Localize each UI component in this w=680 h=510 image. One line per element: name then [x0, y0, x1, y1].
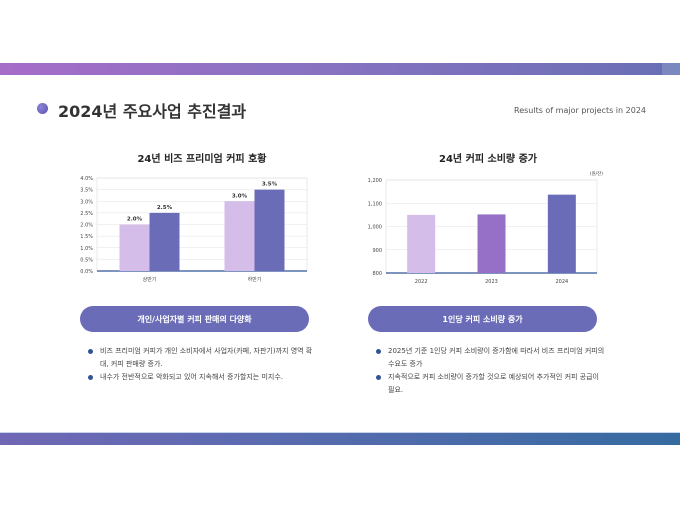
chart1-title: 24년 비즈 프리미엄 커피 호황	[137, 154, 267, 165]
bar	[547, 194, 576, 273]
list-item: 비즈 프리미엄 커피가 개인 소비자에서 사업자(카페, 자판기)까지 영역 확…	[88, 345, 318, 371]
data-label: 3.5%	[262, 182, 278, 188]
right-section-pill: 1인당 커피 소비량 증가	[368, 306, 597, 332]
y-tick-label: 3.0%	[80, 199, 93, 205]
bar	[407, 214, 436, 273]
x-tick-label: 2023	[485, 279, 498, 285]
y-tick-label: 2.0%	[80, 223, 93, 229]
x-tick-label: 2022	[415, 279, 428, 285]
page-title: 2024년 주요사업 추진결과	[58, 102, 247, 121]
bar	[224, 201, 255, 271]
bar	[149, 212, 180, 271]
title-bullet-icon	[37, 103, 48, 114]
list-item: 2025년 기준 1인당 커피 소비량이 증가함에 따라서 비즈 프리미엄 커피…	[376, 345, 606, 371]
y-tick-label: 2.5%	[80, 211, 93, 217]
y-tick-label: 800	[372, 271, 382, 277]
y-tick-label: 1.0%	[80, 246, 93, 252]
y-tick-label: 0.0%	[80, 269, 93, 275]
bottom-banner	[0, 432, 680, 445]
data-label: 2.0%	[127, 217, 143, 223]
x-tick-label: 2024	[555, 279, 568, 285]
y-tick-label: 1.5%	[80, 234, 93, 240]
y-tick-label: 0.5%	[80, 257, 93, 263]
x-tick-label: 하반기	[248, 276, 262, 283]
bar	[477, 214, 506, 273]
data-label: 3.0%	[232, 193, 248, 199]
x-tick-label: 상반기	[143, 276, 157, 283]
top-banner	[0, 63, 662, 75]
y-tick-label: 900	[372, 248, 382, 254]
data-label: 2.5%	[157, 205, 173, 211]
chart2-title: 24년 커피 소비량 증가	[439, 154, 537, 165]
left-bullet-list: 비즈 프리미엄 커피가 개인 소비자에서 사업자(카페, 자판기)까지 영역 확…	[88, 345, 318, 384]
y-tick-label: 3.5%	[80, 188, 93, 194]
list-item: 내수가 전반적으로 악화되고 있어 지속해서 증가할지는 미지수.	[88, 371, 318, 384]
y-tick-label: 4.0%	[80, 176, 93, 182]
bar	[119, 224, 150, 271]
left-section-pill: 개인/사업자별 커피 판매의 다양화	[80, 306, 309, 332]
y-tick-label: 1,000	[368, 225, 382, 231]
right-bullet-list: 2025년 기준 1인당 커피 소비량이 증가함에 따라서 비즈 프리미엄 커피…	[376, 345, 606, 397]
page-subtitle: Results of major projects in 2024	[514, 106, 646, 115]
list-item: 지속적으로 커피 소비량이 증가할 것으로 예상되어 추가적인 커피 공급이 필…	[376, 371, 606, 397]
y-tick-label: 1,200	[368, 178, 382, 184]
unit-label: (원/잔)	[590, 170, 604, 177]
y-tick-label: 1,100	[368, 201, 382, 207]
top-banner-end	[662, 63, 680, 75]
bar	[254, 189, 285, 271]
